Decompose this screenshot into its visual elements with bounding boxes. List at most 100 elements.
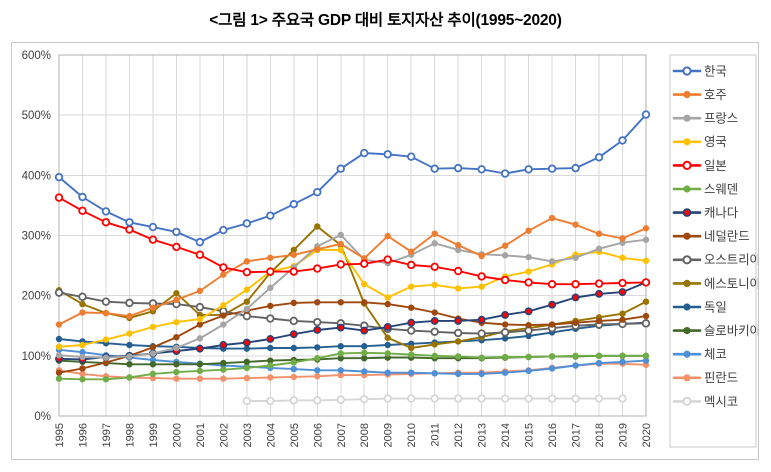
- legend-label: 슬로바키아: [704, 324, 758, 338]
- x-axis-tick-labels: 1995 1996 1997 1998 1999 2000 2001 2002 2003 2004…: [54, 423, 653, 447]
- data-point: [219, 263, 228, 272]
- chart-legend[interactable]: 한국호주프랑스영국일본스웨덴캐나다네덜란드오스트리아에스토니아독일슬로바키아체코…: [669, 54, 758, 448]
- legend-item-9[interactable]: 에스토니아: [672, 277, 758, 291]
- data-point: [431, 370, 438, 377]
- data-point: [242, 338, 251, 347]
- data-point: [220, 271, 227, 278]
- data-point: [55, 343, 63, 351]
- data-point: [548, 365, 556, 372]
- legend-swatch-marker: [683, 114, 691, 122]
- data-point: [454, 353, 462, 360]
- legend-label: 네덜란드: [704, 230, 750, 244]
- data-point: [477, 315, 486, 324]
- data-point: [595, 317, 603, 325]
- legend-item-0[interactable]: 한국: [672, 64, 727, 78]
- data-point: [619, 254, 626, 261]
- data-point: [384, 232, 391, 240]
- x-tick-label: 2007: [336, 423, 348, 447]
- data-point: [314, 373, 321, 380]
- data-point: [478, 252, 485, 260]
- legend-item-4[interactable]: 일본: [672, 159, 727, 173]
- data-point: [453, 394, 463, 403]
- data-point: [337, 240, 344, 248]
- data-point: [149, 350, 157, 357]
- data-point: [267, 284, 274, 292]
- data-point: [430, 394, 439, 403]
- data-point: [619, 352, 626, 360]
- data-point: [477, 272, 486, 281]
- data-point: [78, 192, 87, 202]
- legend-label: 멕시코: [704, 395, 738, 409]
- data-point: [289, 316, 298, 326]
- data-point: [54, 288, 64, 297]
- series-line: [58, 233, 647, 359]
- data-point: [360, 148, 369, 158]
- data-point: [453, 163, 463, 173]
- legend-item-14[interactable]: 멕시코: [672, 395, 738, 409]
- data-point: [431, 341, 438, 348]
- data-point: [595, 352, 603, 360]
- series-5: [55, 349, 650, 383]
- data-point: [453, 328, 463, 338]
- data-point: [408, 351, 415, 358]
- data-point: [337, 350, 344, 357]
- legend-item-6[interactable]: 캐나다: [672, 206, 739, 220]
- data-point: [571, 280, 580, 289]
- data-point: [407, 394, 416, 403]
- data-point: [384, 341, 391, 349]
- legend-item-3[interactable]: 영국: [672, 135, 727, 149]
- data-point: [173, 290, 180, 297]
- data-point: [220, 366, 227, 373]
- legend-item-13[interactable]: 핀란드: [672, 371, 738, 385]
- data-point: [431, 281, 438, 289]
- legend-label: 스웨덴: [704, 182, 738, 196]
- series-line: [58, 217, 647, 326]
- data-point: [266, 314, 275, 323]
- data-point: [79, 376, 86, 383]
- x-tick-label: 2020: [641, 423, 653, 447]
- legend-item-12[interactable]: 체코: [672, 348, 727, 362]
- data-point: [361, 368, 368, 375]
- data-point: [195, 344, 204, 353]
- data-point: [619, 235, 626, 242]
- data-point: [594, 279, 604, 288]
- data-point: [619, 316, 626, 323]
- data-point: [125, 225, 134, 234]
- data-point: [525, 268, 532, 275]
- data-point: [430, 164, 439, 173]
- data-point: [173, 361, 180, 368]
- x-tick-label: 2017: [571, 423, 583, 447]
- data-point: [548, 214, 556, 222]
- legend-swatch-marker: [683, 91, 691, 99]
- series-line: [58, 196, 647, 286]
- data-point: [431, 230, 438, 237]
- data-point: [266, 396, 275, 406]
- data-point: [172, 227, 181, 237]
- data-point: [313, 187, 322, 197]
- data-point: [383, 394, 392, 403]
- data-point: [594, 153, 604, 162]
- data-point: [384, 300, 391, 308]
- data-point: [102, 336, 110, 343]
- gdp-land-asset-line-chart: 0%100%200%300%400%500%600% 1995 1996 1997 1…: [22, 50, 758, 448]
- data-point: [78, 292, 87, 302]
- data-point: [360, 394, 369, 404]
- data-point: [126, 330, 133, 337]
- data-point: [314, 355, 321, 362]
- data-point: [289, 330, 298, 339]
- legend-item-1[interactable]: 호주: [672, 88, 727, 102]
- y-tick-label: 500%: [22, 110, 51, 122]
- legend-item-10[interactable]: 독일: [672, 300, 727, 314]
- data-point: [54, 193, 64, 202]
- data-point: [500, 394, 510, 403]
- data-point: [173, 333, 180, 341]
- data-point: [642, 352, 650, 360]
- legend-swatch-marker: [682, 160, 692, 171]
- legend-item-11[interactable]: 슬로바키아: [672, 324, 758, 338]
- legend-item-8[interactable]: 오스트리아: [672, 253, 758, 267]
- data-point: [125, 298, 134, 308]
- legend-item-2[interactable]: 프랑스: [672, 112, 738, 126]
- legend-item-5[interactable]: 스웨덴: [672, 182, 738, 196]
- legend-item-7[interactable]: 네덜란드: [672, 230, 750, 244]
- y-tick-label: 0%: [34, 411, 51, 423]
